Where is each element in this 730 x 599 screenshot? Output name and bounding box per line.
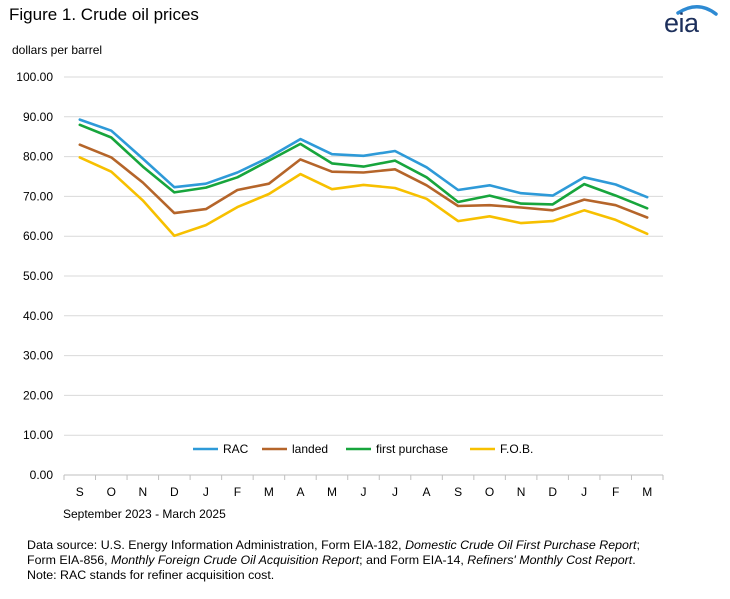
- series-line-landed: [78, 143, 649, 219]
- eia-logo: eia: [664, 4, 718, 40]
- x-tick-label: M: [327, 485, 337, 499]
- y-tick-label: 60.00: [23, 229, 53, 243]
- x-tick-label: D: [548, 485, 557, 499]
- legend-label: landed: [292, 442, 328, 456]
- legend-label: first purchase: [376, 442, 448, 456]
- x-tick-label: J: [203, 485, 209, 499]
- footer-notes: Data source: U.S. Energy Information Adm…: [27, 538, 722, 583]
- y-axis-units-label: dollars per barrel: [12, 43, 103, 57]
- x-tick-label: S: [76, 485, 84, 499]
- x-tick-label: N: [517, 485, 526, 499]
- y-tick-label: 100.00: [16, 70, 53, 84]
- footer-line-2: Form EIA-856, Monthly Foreign Crude Oil …: [27, 553, 636, 567]
- x-tick-label: F: [612, 485, 619, 499]
- y-tick-label: 70.00: [23, 189, 53, 203]
- x-tick-label: A: [423, 485, 431, 499]
- x-tick-label: J: [361, 485, 367, 499]
- legend-label: F.O.B.: [500, 442, 533, 456]
- footer-line-1: Data source: U.S. Energy Information Adm…: [27, 538, 640, 552]
- date-range-label: September 2023 - March 2025: [63, 507, 226, 521]
- y-tick-label: 40.00: [23, 309, 53, 323]
- series-line-rac: [78, 118, 649, 199]
- y-tick-label: 30.00: [23, 349, 53, 363]
- x-tick-label: M: [642, 485, 652, 499]
- x-tick-label: S: [454, 485, 462, 499]
- x-tick-label: M: [264, 485, 274, 499]
- legend-label: RAC: [223, 442, 249, 456]
- x-tick-label: D: [170, 485, 179, 499]
- footer-line-3: Note: RAC stands for refiner acquisition…: [27, 568, 275, 582]
- y-tick-label: 50.00: [23, 269, 53, 283]
- y-tick-label: 10.00: [23, 428, 53, 442]
- series-line-f-o-b: [78, 156, 649, 238]
- chart-title: Figure 1. Crude oil prices: [9, 5, 199, 24]
- y-tick-label: 20.00: [23, 388, 53, 402]
- logo-swoosh-icon: [676, 5, 718, 16]
- x-tick-label: N: [138, 485, 147, 499]
- series-line-first-purchase: [78, 123, 649, 210]
- x-tick-label: F: [234, 485, 241, 499]
- logo-text: eia: [664, 8, 699, 38]
- x-tick-label: A: [296, 485, 304, 499]
- y-tick-label: 0.00: [30, 468, 54, 482]
- x-tick-label: O: [107, 485, 116, 499]
- y-tick-label: 90.00: [23, 110, 53, 124]
- x-tick-label: J: [392, 485, 398, 499]
- y-tick-label: 80.00: [23, 150, 53, 164]
- x-tick-label: J: [581, 485, 587, 499]
- x-tick-label: O: [485, 485, 494, 499]
